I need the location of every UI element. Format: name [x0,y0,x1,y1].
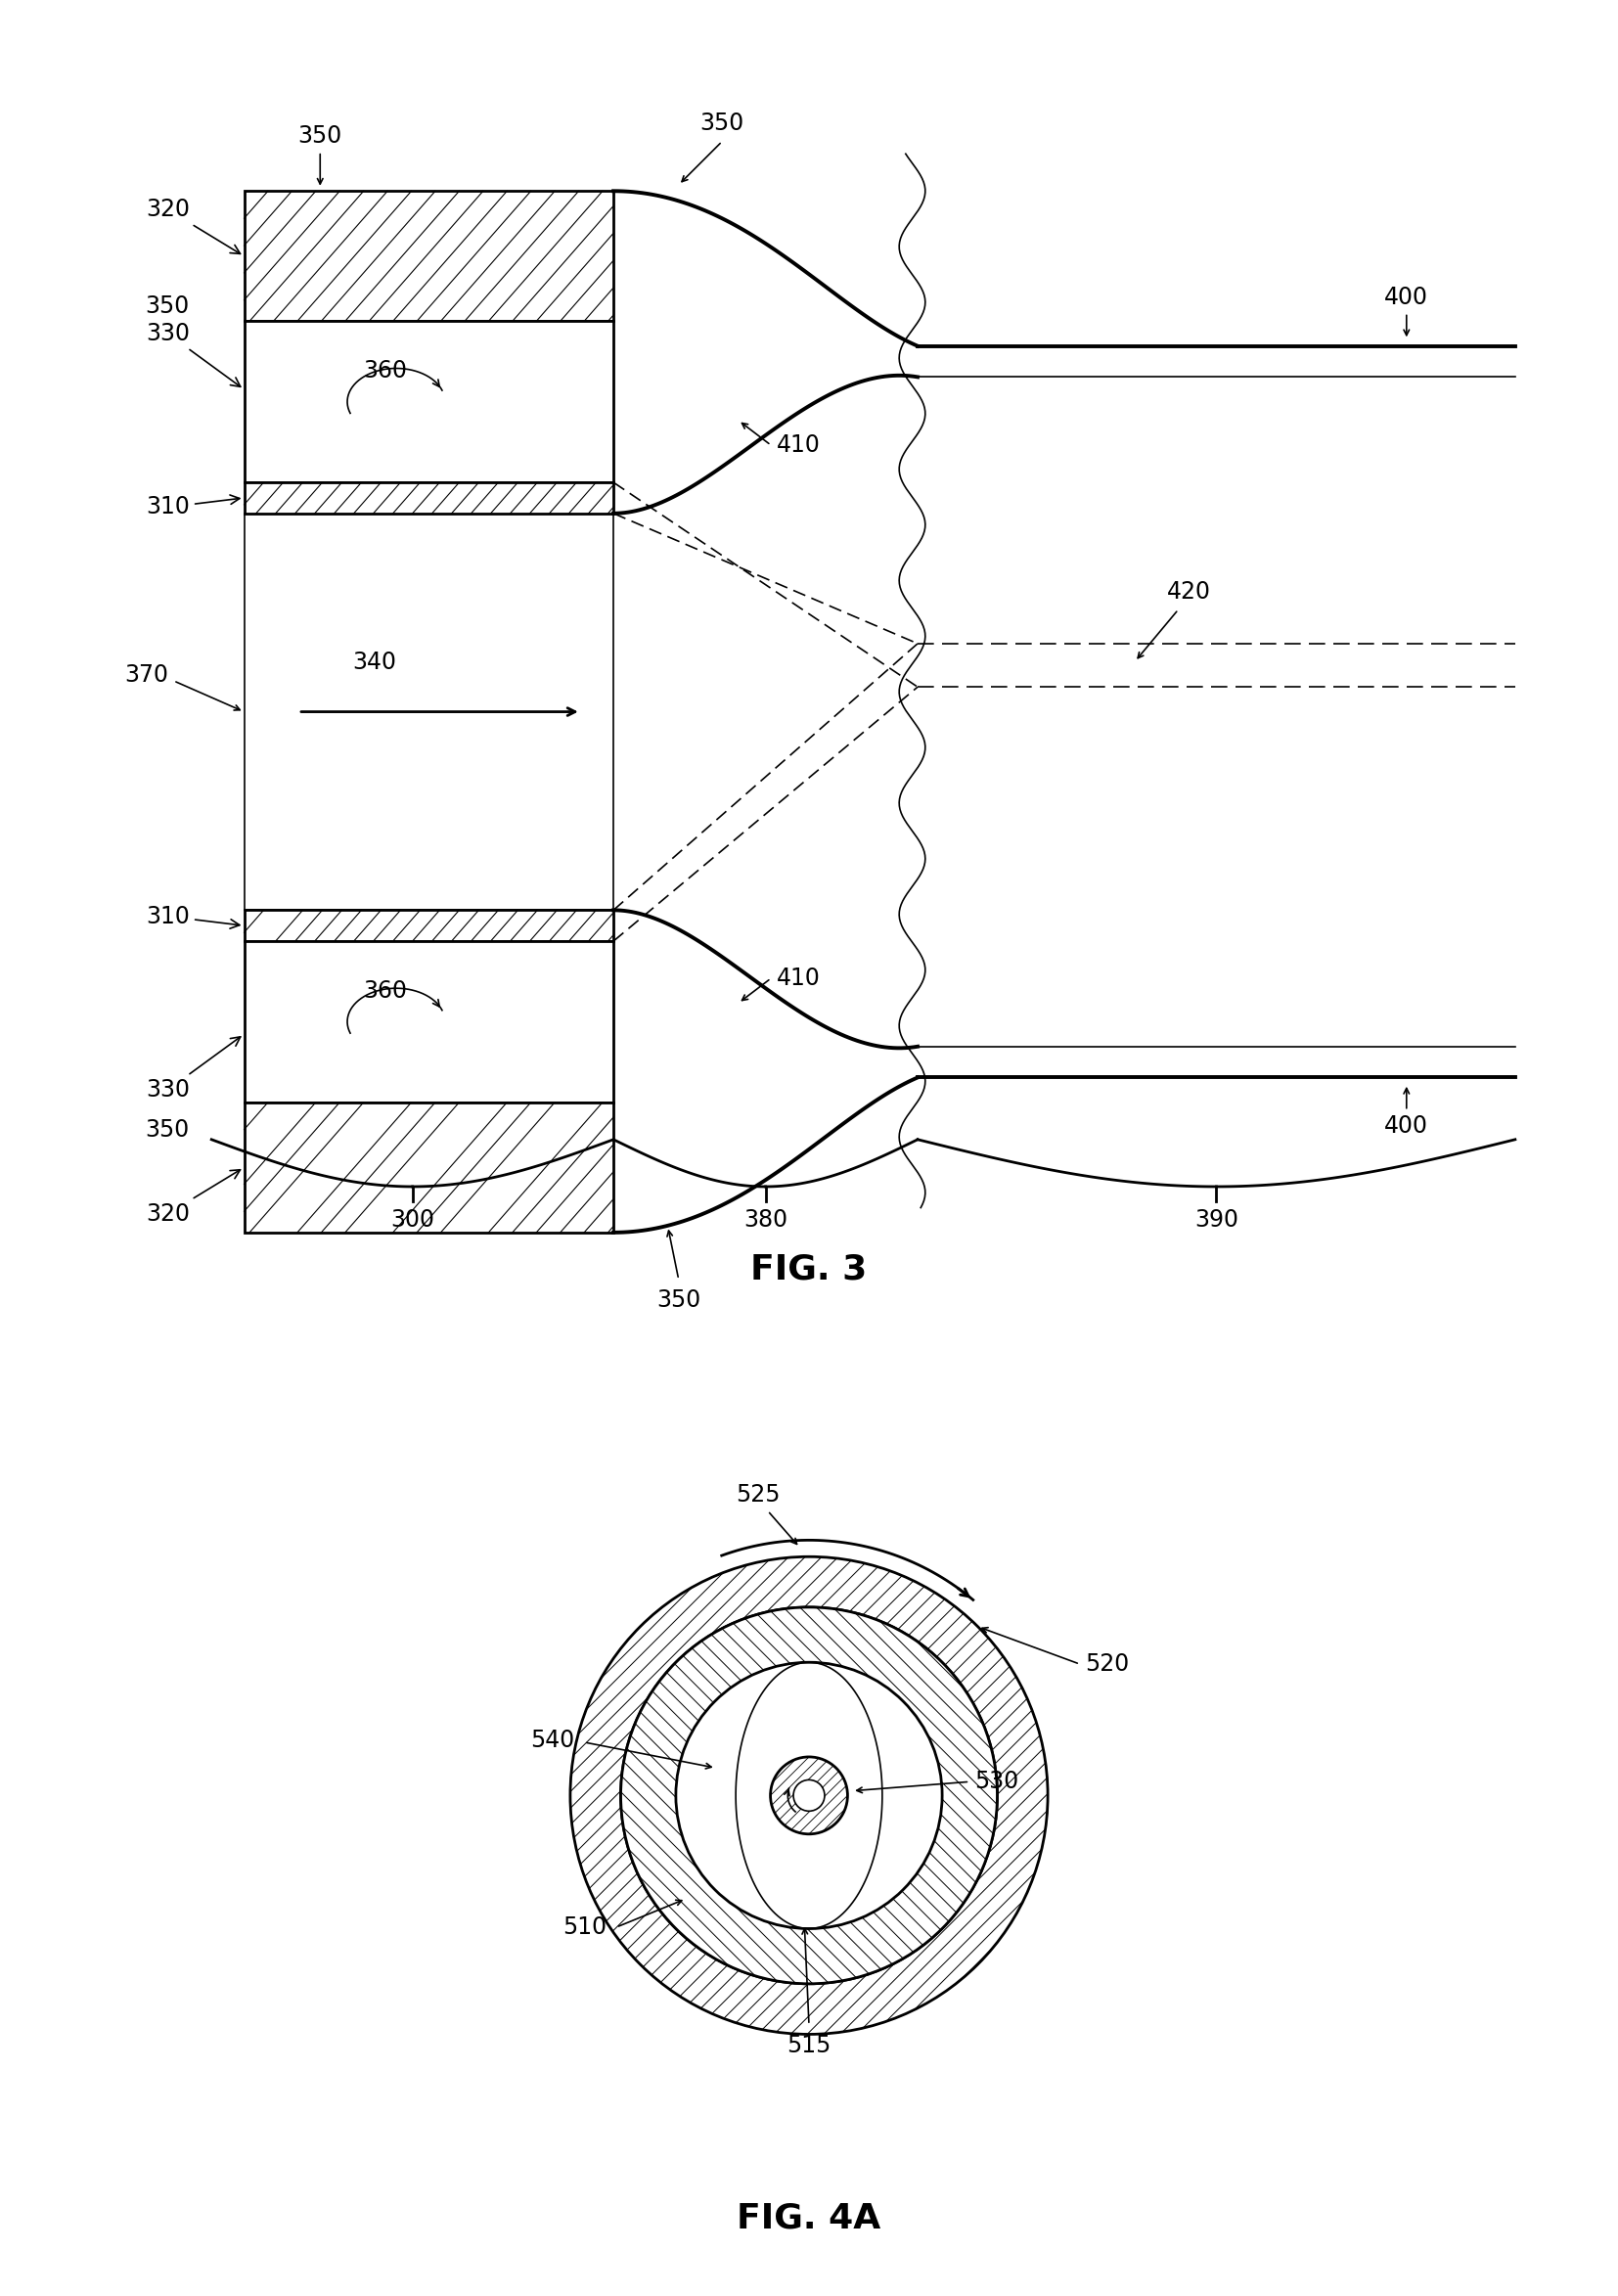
Text: FIG. 3: FIG. 3 [751,1254,867,1286]
Bar [244,941,613,1102]
Text: 350: 350 [657,1288,701,1311]
Bar [244,191,613,321]
Text: 300: 300 [390,1208,435,1231]
Text: 520: 520 [1084,1653,1129,1676]
Text: 390: 390 [1194,1208,1238,1231]
Bar [244,514,613,909]
Text: 410: 410 [777,967,820,990]
Text: 330: 330 [146,1038,241,1102]
Circle shape [676,1662,942,1929]
Circle shape [793,1779,825,1812]
Text: 350: 350 [298,124,343,147]
Text: 360: 360 [364,358,408,383]
Text: 530: 530 [974,1770,1019,1793]
Text: 320: 320 [146,1169,239,1226]
Bar [244,482,613,514]
Circle shape [621,1607,997,1984]
Text: 540: 540 [531,1729,574,1752]
Bar [244,909,613,941]
Text: 515: 515 [786,2034,832,2057]
Text: 525: 525 [736,1483,781,1506]
Text: 370: 370 [125,664,168,687]
Text: 330: 330 [146,321,241,386]
Bar [244,1102,613,1233]
Text: 350: 350 [146,294,189,317]
Text: 360: 360 [364,978,408,1003]
Text: FIG. 4A: FIG. 4A [736,2202,882,2234]
Text: 420: 420 [1167,581,1212,604]
Text: 400: 400 [1385,285,1429,310]
Text: 410: 410 [777,434,820,457]
Text: 340: 340 [353,650,396,675]
Text: 320: 320 [146,197,239,255]
Text: 350: 350 [146,1118,189,1141]
Text: 380: 380 [744,1208,788,1231]
Circle shape [570,1557,1048,2034]
Text: 400: 400 [1385,1116,1429,1139]
Circle shape [770,1756,848,1835]
Text: 350: 350 [701,113,744,135]
Text: 510: 510 [563,1915,607,1940]
Text: 310: 310 [146,496,239,519]
Circle shape [621,1607,997,1984]
Bar [244,321,613,482]
Text: 310: 310 [146,905,239,928]
